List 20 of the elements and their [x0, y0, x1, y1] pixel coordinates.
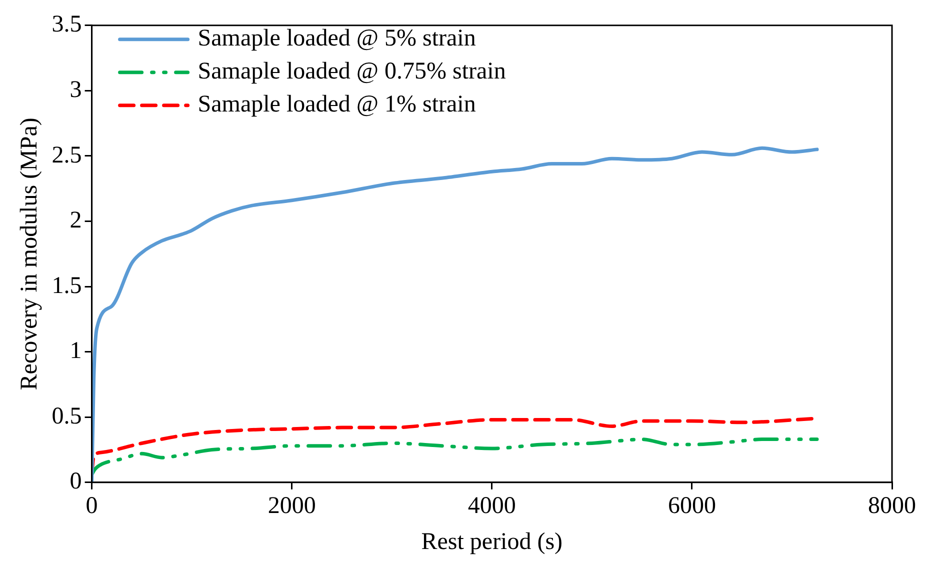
y-tick-label: 1 [70, 338, 82, 364]
y-axis-title: Recovery in modulus (MPa) [16, 118, 43, 390]
x-tick-label: 4000 [468, 493, 516, 520]
y-tick-label: 1.5 [52, 272, 82, 299]
y-tick-label: 2.5 [52, 142, 82, 168]
x-tick-label: 8000 [868, 493, 916, 520]
x-axis-title: Rest period (s) [421, 528, 563, 555]
x-tick-label: 2000 [268, 493, 316, 520]
line-series [92, 438, 819, 476]
line-series [92, 146, 819, 482]
y-tick-label: 0.5 [52, 403, 82, 430]
y-tick-label: 0 [70, 468, 82, 495]
x-tick-label: 0 [86, 493, 98, 520]
legend-label: Samaple loaded @ 5% strain [198, 26, 476, 52]
y-tick-label: 2 [70, 208, 82, 234]
legend-label: Samaple loaded @ 1% strain [198, 92, 476, 118]
y-tick-label: 3 [70, 76, 82, 103]
y-tick-label: 3.5 [52, 12, 82, 38]
legend-label: Samaple loaded @ 0.75% strain [198, 58, 506, 85]
x-tick-label: 6000 [668, 493, 716, 520]
